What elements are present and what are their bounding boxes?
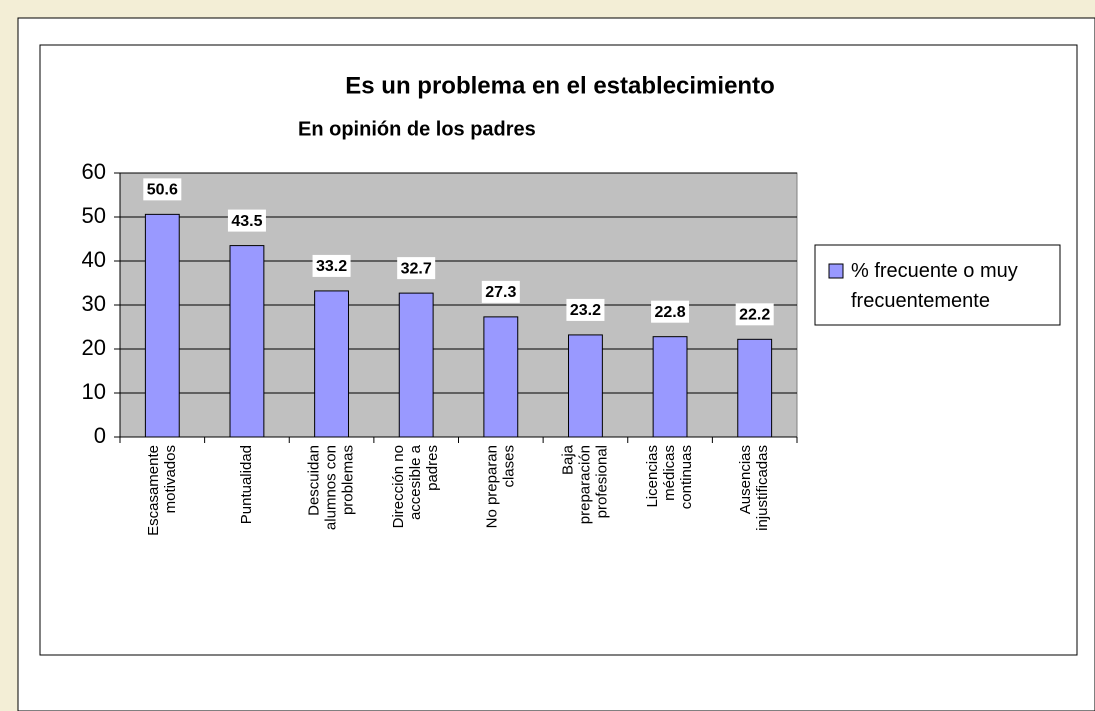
chart-subtitle: En opinión de los padres: [298, 118, 536, 140]
legend-label: % frecuente o muy frecuentemente: [851, 260, 1018, 312]
data-label: 22.2: [739, 307, 770, 324]
x-tick-label: Ausencias: [737, 445, 754, 514]
data-label-box: [735, 303, 774, 326]
x-tick-label: Baja: [559, 444, 576, 475]
x-tick-label: Dirección no: [390, 445, 407, 528]
bar: [483, 316, 519, 438]
x-tick-label: preparación: [576, 445, 593, 524]
data-label: 50.6: [147, 182, 178, 199]
chart-title: Es un problema en el establecimiento: [345, 72, 774, 99]
data-label: 23.2: [570, 302, 601, 319]
y-tick-label: 10: [82, 379, 106, 404]
x-tick-label: Puntualidad: [238, 445, 255, 524]
x-tick-label: médicas: [661, 445, 678, 501]
y-tick-label: 40: [82, 247, 106, 272]
data-label: 43.5: [231, 213, 262, 230]
y-tick-label: 30: [82, 291, 106, 316]
data-label-box: [481, 280, 520, 303]
x-tick-label: profesional: [593, 445, 610, 518]
x-tick-label: No preparan: [483, 445, 500, 528]
legend-swatch: [828, 263, 844, 279]
legend: [814, 244, 1061, 326]
x-tick-label: problemas: [340, 445, 357, 515]
x-tick-label: Escasamente: [145, 445, 162, 536]
bar: [398, 292, 434, 438]
data-label-box: [312, 254, 351, 277]
x-tick-label: continuas: [678, 445, 695, 509]
data-label-box: [397, 257, 436, 280]
y-tick-label: 20: [82, 335, 106, 360]
data-label: 32.7: [401, 260, 432, 277]
bar: [229, 245, 265, 438]
x-tick-label: clases: [500, 445, 517, 488]
x-tick-label: alumnos con: [323, 445, 340, 530]
data-label: 33.2: [316, 258, 347, 275]
bar: [144, 213, 180, 438]
x-tick-label: injustificadas: [754, 445, 771, 531]
data-label: 27.3: [485, 284, 516, 301]
data-label-box: [651, 300, 690, 323]
data-label-box: [227, 209, 266, 232]
bar: [568, 334, 603, 438]
bar: [314, 290, 349, 438]
x-tick-label: accesible a: [407, 444, 424, 520]
x-tick-label: Licencias: [644, 445, 661, 508]
y-tick-label: 60: [82, 159, 106, 184]
bar: [737, 338, 773, 438]
y-tick-label: 0: [94, 423, 106, 448]
x-tick-label: padres: [424, 445, 441, 491]
bar: [652, 336, 688, 438]
y-tick-label: 50: [82, 203, 106, 228]
x-tick-label: Descuidan: [306, 445, 323, 516]
x-tick-label: motivados: [162, 445, 179, 513]
data-label: 22.8: [654, 304, 685, 321]
data-label-box: [566, 298, 605, 321]
data-label-box: [143, 178, 182, 201]
